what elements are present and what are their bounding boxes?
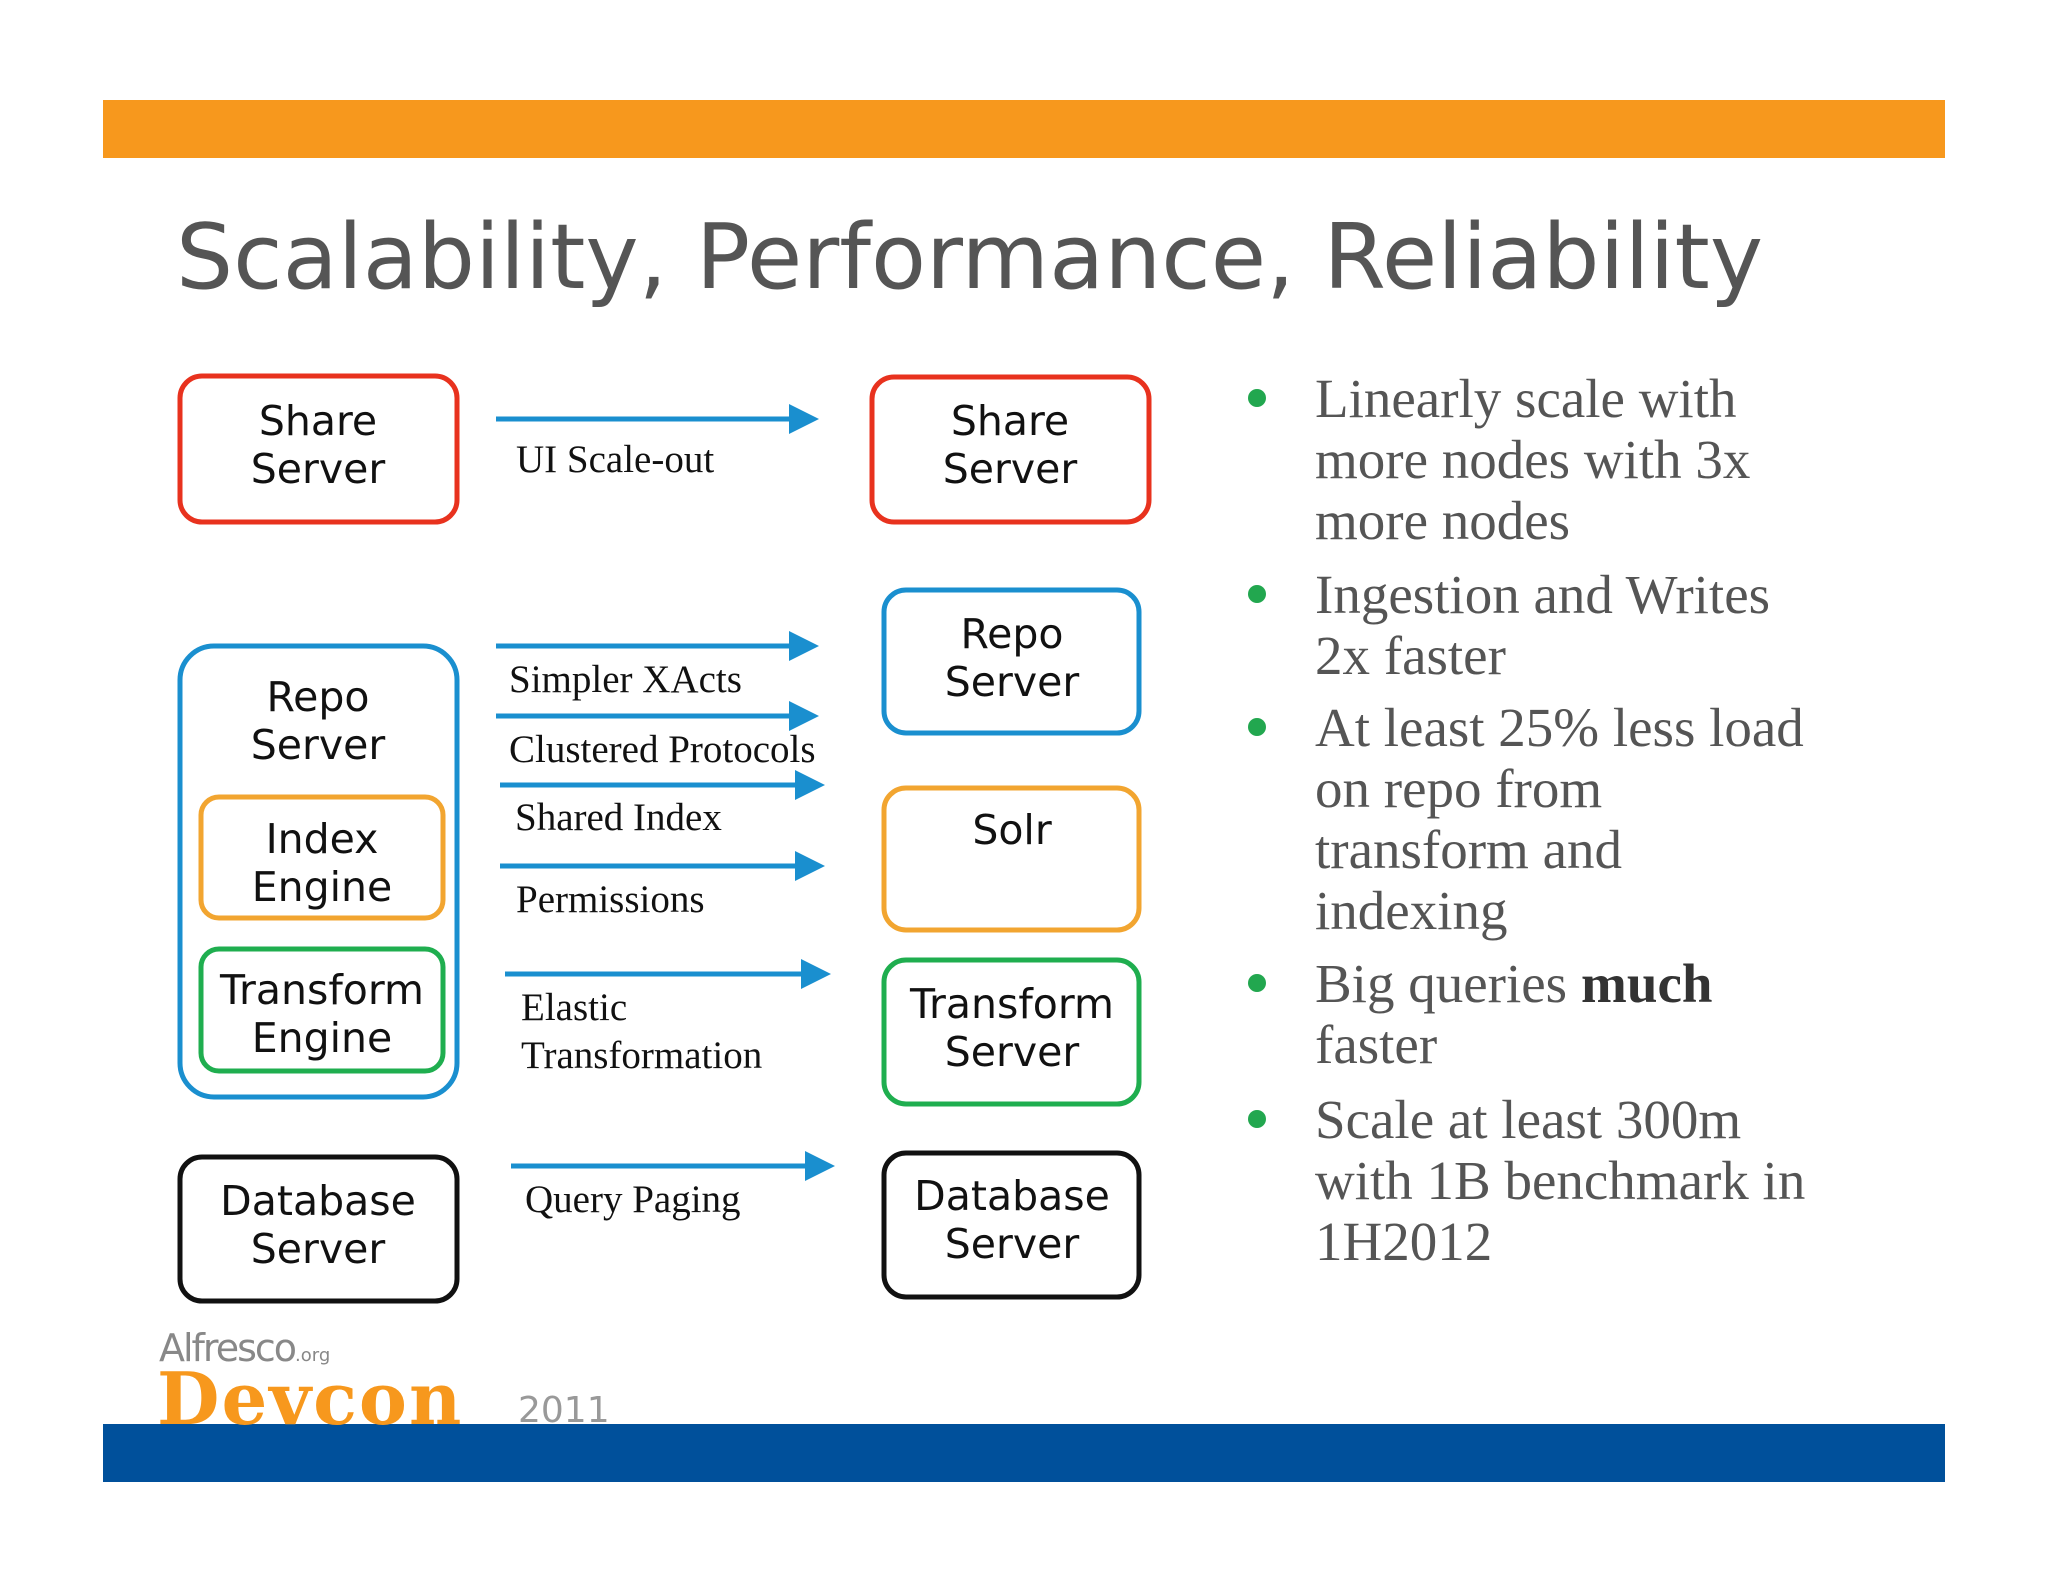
box-label: Transform Engine xyxy=(220,966,424,1062)
arrow-label: Permissions xyxy=(516,878,705,921)
box xyxy=(869,374,1152,525)
box-label: Share Server xyxy=(942,397,1078,493)
arrow-label: Shared Index xyxy=(515,796,722,839)
bullet-line: faster xyxy=(1315,1014,1438,1075)
bullet-dot xyxy=(1248,389,1266,407)
bullet-dot xyxy=(1248,1110,1266,1128)
box-label: Solr xyxy=(972,806,1052,854)
slide-title: Scalability, Performance, Reliability xyxy=(176,205,1764,310)
logo-year: 2011 xyxy=(518,1390,610,1431)
bullet-emphasis: much xyxy=(1581,953,1713,1014)
bullet-line: Scale at least 300m xyxy=(1315,1089,1742,1150)
box-label: Share Server xyxy=(250,397,386,493)
arrow-label: Clustered Protocols xyxy=(509,728,816,771)
box-label: Repo Server xyxy=(944,610,1080,706)
logo-brand: Alfresco.org xyxy=(159,1326,330,1370)
box xyxy=(177,1154,460,1304)
bullet-line: Ingestion and Writes xyxy=(1315,564,1771,625)
bullet-line: with 1B benchmark in xyxy=(1315,1150,1806,1211)
bullet-line: indexing xyxy=(1315,880,1508,941)
arrow-label: Query Paging xyxy=(525,1178,741,1221)
arrow-label: Elastic Transformation xyxy=(521,986,763,1077)
box xyxy=(881,587,1142,736)
logo-event: Devcon xyxy=(157,1356,464,1441)
bullet-line: on repo from xyxy=(1315,758,1603,819)
box xyxy=(177,643,460,1100)
box xyxy=(177,373,460,525)
box-label: Index Engine xyxy=(251,815,393,911)
box-label: Transform Server xyxy=(910,980,1114,1076)
bullet-line: more nodes xyxy=(1315,490,1571,551)
box xyxy=(881,785,1142,933)
bullet-dot xyxy=(1248,974,1266,992)
logo-brand-text: Alfresco xyxy=(159,1326,297,1370)
box xyxy=(198,946,446,1074)
logo-domain: .org xyxy=(295,1345,331,1366)
box xyxy=(881,957,1142,1107)
box xyxy=(881,1150,1142,1300)
bullet-line: Big queries much xyxy=(1315,953,1713,1014)
bullet-dot xyxy=(1248,718,1266,736)
box-label: Database Server xyxy=(914,1172,1110,1268)
bottom-bar xyxy=(103,1424,1945,1482)
bullet-line: At least 25% less load xyxy=(1315,697,1804,758)
bullet-line: 2x faster xyxy=(1315,625,1506,686)
arrow-label: UI Scale-out xyxy=(516,438,715,481)
bullet-dot xyxy=(1248,585,1266,603)
arrow-label: Simpler XActs xyxy=(509,658,742,701)
bullet-line: more nodes with 3x xyxy=(1315,429,1751,490)
box xyxy=(198,794,446,921)
box-label: Database Server xyxy=(220,1177,416,1273)
top-bar xyxy=(103,100,1945,158)
box-label: Repo Server xyxy=(250,673,386,769)
bullet-line: 1H2012 xyxy=(1315,1211,1493,1272)
bullet-line: Linearly scale with xyxy=(1315,368,1737,429)
bullet-line: transform and xyxy=(1315,819,1622,880)
